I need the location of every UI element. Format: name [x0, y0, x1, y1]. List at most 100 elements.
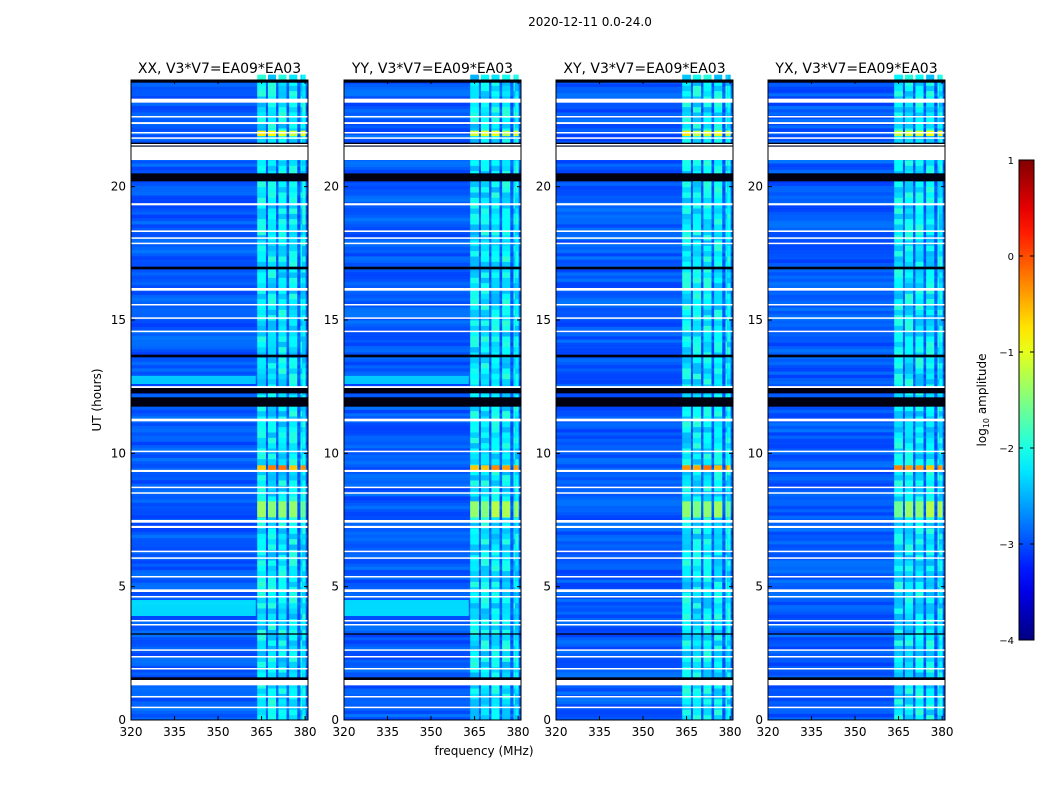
rfi-cell	[692, 560, 702, 566]
rfi-cell	[703, 357, 712, 364]
rfi-cell	[515, 618, 519, 625]
rfi-cell	[470, 538, 479, 545]
rfi-cell	[267, 218, 277, 225]
rfi-cell	[513, 661, 516, 668]
rfi-cell	[926, 650, 935, 657]
rfi-cell	[278, 362, 287, 369]
rfi-cell	[513, 698, 516, 705]
rfi-cell	[491, 682, 500, 689]
rfi-cell	[480, 661, 490, 668]
flagged-row-blank	[556, 418, 733, 422]
rfi-cell	[725, 560, 728, 566]
rfi-cell	[267, 469, 277, 476]
rfi-cell	[302, 138, 306, 145]
rfi-cell	[727, 597, 731, 604]
rfi-cell	[915, 256, 924, 262]
rfi-cell	[915, 538, 924, 545]
rfi-cell	[939, 192, 943, 198]
rfi-cell	[714, 634, 723, 641]
rfi-cell	[289, 208, 298, 214]
hot-row-cell	[727, 465, 731, 471]
rfi-cell	[515, 138, 519, 145]
flagged-row-blank	[556, 557, 733, 559]
rfi-cell	[915, 634, 924, 641]
rfi-cell	[926, 261, 935, 268]
rfi-cell	[703, 581, 712, 588]
hot-row-cell	[289, 501, 298, 518]
rfi-cell	[491, 373, 500, 380]
rfi-cell	[682, 709, 691, 716]
rfi-cell	[502, 250, 511, 257]
rfi-cell	[894, 426, 903, 433]
rfi-cell	[289, 698, 298, 705]
rfi-cell	[692, 298, 702, 305]
rfi-cell	[894, 293, 903, 300]
rfi-cell	[939, 117, 943, 124]
rfi-cell	[939, 288, 943, 294]
rfi-cell	[703, 656, 712, 662]
rfi-cell	[904, 421, 914, 428]
rfi-cell	[926, 426, 935, 433]
rfi-cell	[904, 245, 914, 252]
rfi-cell	[302, 672, 306, 678]
rfi-cell	[937, 458, 940, 465]
rfi-cell	[714, 341, 723, 348]
broadband-enhancement	[131, 600, 256, 616]
rfi-cell	[470, 640, 479, 646]
flagged-row-blank	[344, 288, 521, 291]
rfi-cell	[894, 453, 903, 460]
rfi-cell	[278, 229, 287, 236]
rfi-cell	[904, 666, 914, 673]
rfi-cell	[915, 421, 924, 428]
flagged-row-blank	[556, 596, 733, 598]
rfi-cell	[491, 266, 500, 273]
rfi-cell	[302, 245, 306, 252]
rfi-cell	[939, 293, 943, 300]
rfi-cell	[302, 256, 306, 262]
rfi-cell	[682, 250, 691, 257]
rfi-cell	[502, 357, 511, 364]
flagged-row-blank	[556, 520, 733, 523]
x-tick-label: 320	[757, 725, 780, 739]
rfi-cell	[939, 250, 943, 257]
rfi-cell	[289, 378, 298, 385]
rfi-cell	[894, 410, 903, 417]
rfi-cell	[267, 565, 277, 572]
rfi-cell	[513, 373, 516, 380]
rfi-cell	[513, 480, 516, 486]
rfi-cell	[926, 373, 935, 380]
rfi-cell	[904, 261, 914, 268]
flagged-row-blank	[344, 144, 521, 146]
rfi-cell	[257, 528, 266, 534]
flagged-row-blank	[131, 706, 308, 709]
rfi-cell	[682, 688, 691, 694]
rfi-cell	[470, 442, 479, 449]
hot-row-cell	[502, 465, 511, 471]
rfi-cell	[502, 453, 511, 460]
rfi-cell	[513, 362, 516, 369]
rfi-cell	[692, 186, 702, 193]
panel-title: YY, V3*V7=EA09*EA03	[351, 61, 513, 77]
rfi-cell	[939, 224, 943, 230]
flagged-row-dark	[556, 397, 733, 407]
flagged-row-blank	[344, 132, 521, 134]
rfi-cell	[302, 160, 306, 166]
rfi-cell	[480, 368, 490, 374]
rfi-cell	[515, 378, 519, 385]
rfi-cell	[300, 266, 303, 273]
rfi-cell	[725, 373, 728, 380]
rfi-cell	[515, 405, 519, 412]
rfi-cell	[480, 304, 490, 310]
rfi-cell	[714, 645, 723, 652]
flagged-row-blank	[768, 288, 945, 291]
rfi-cell	[502, 544, 511, 550]
rfi-cell	[470, 250, 479, 257]
rfi-cell	[267, 298, 277, 305]
rfi-cell	[257, 325, 266, 332]
rfi-cell	[692, 160, 702, 166]
rfi-cell	[278, 160, 287, 166]
rfi-cell	[937, 90, 940, 97]
rfi-cell	[289, 298, 298, 305]
rfi-cell	[926, 368, 935, 374]
rfi-cell	[915, 442, 924, 449]
